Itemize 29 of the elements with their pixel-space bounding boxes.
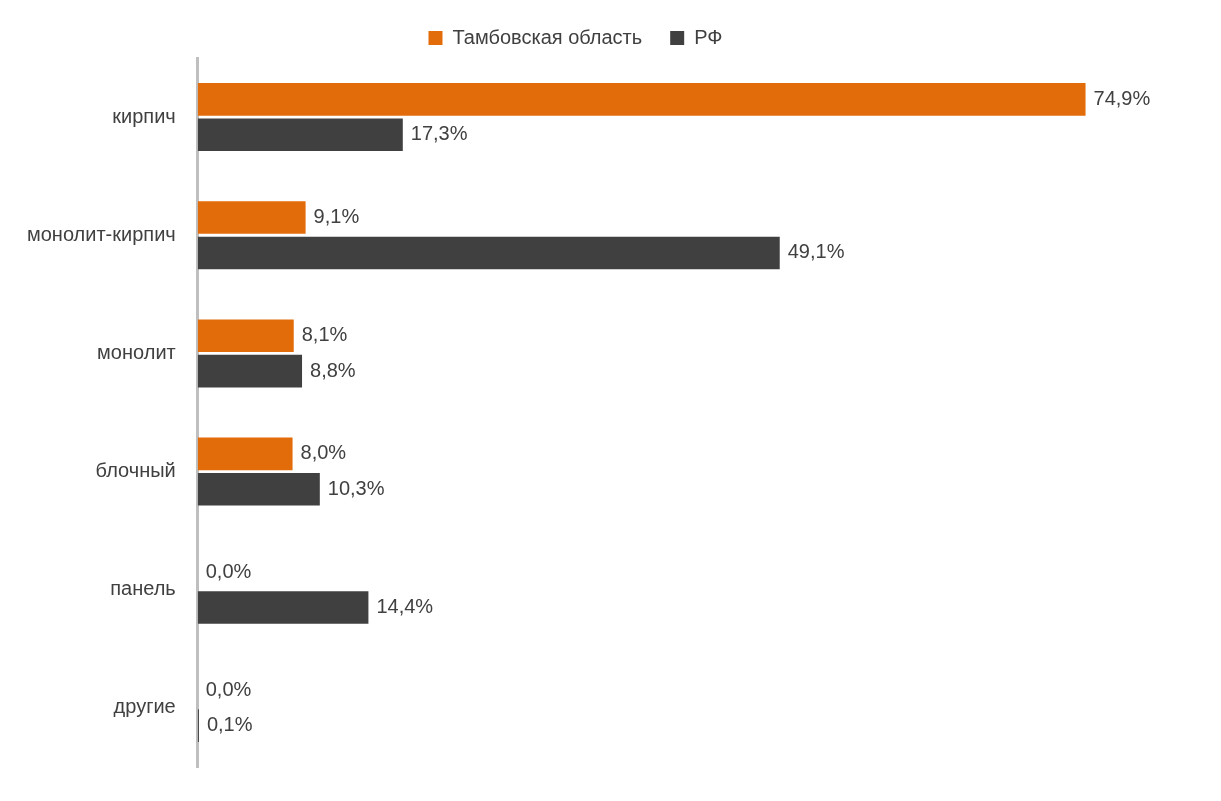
data-label: 9,1% — [313, 205, 360, 228]
data-label: 10,3% — [327, 476, 385, 499]
legend-label: Тамбовская область — [452, 25, 643, 48]
y-tick-label: блочный — [95, 459, 176, 482]
data-label: 17,3% — [410, 122, 468, 145]
bar — [197, 437, 293, 471]
data-label: 14,4% — [376, 594, 434, 617]
bar — [197, 591, 369, 624]
data-label: 0,0% — [205, 677, 252, 700]
data-label: 8,1% — [301, 323, 348, 346]
data-label: 0,1% — [206, 713, 253, 736]
bar — [197, 201, 306, 234]
y-tick-label: другие — [113, 695, 176, 718]
data-label: 8,8% — [310, 358, 356, 381]
bar — [197, 118, 403, 152]
data-label: 49,1% — [787, 240, 845, 263]
y-tick-label: панель — [110, 577, 176, 600]
data-label: 8,0% — [300, 441, 347, 464]
bar — [197, 354, 303, 388]
data-label: 74,9% — [1093, 86, 1151, 109]
bar — [197, 319, 294, 352]
y-tick-label: монолит-кирпич — [27, 222, 176, 245]
bar — [197, 236, 780, 270]
y-tick-label: кирпич — [112, 104, 176, 127]
legend-label: РФ — [694, 25, 723, 48]
bar — [197, 83, 1086, 116]
y-tick-label: монолит — [97, 340, 176, 363]
bar — [197, 473, 320, 506]
data-label: 0,0% — [205, 559, 252, 582]
